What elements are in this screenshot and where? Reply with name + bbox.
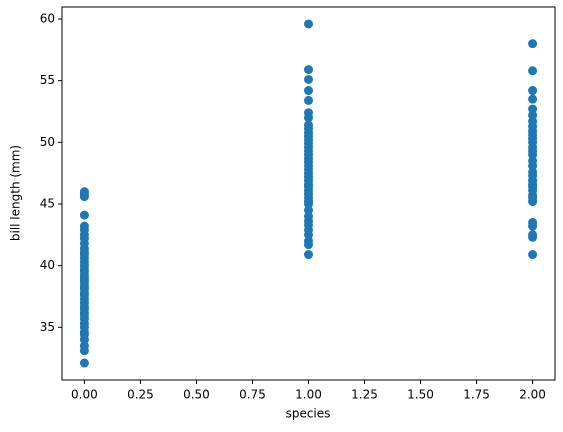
point [528, 230, 538, 240]
point [528, 116, 538, 126]
point [528, 156, 538, 166]
x-tick-label: 0.25 [127, 388, 154, 402]
y-tick-label: 45 [40, 196, 55, 210]
x-tick-label: 1.75 [463, 388, 490, 402]
point [304, 108, 313, 118]
point [304, 19, 313, 29]
point [304, 250, 313, 260]
x-tick-label: 2.00 [519, 388, 546, 402]
point [528, 167, 538, 177]
y-axis-label: bill length (mm) [9, 145, 23, 241]
point [528, 217, 538, 227]
x-tick-label: 1.25 [351, 388, 378, 402]
point [304, 205, 313, 215]
point [79, 187, 89, 197]
point [528, 110, 538, 120]
x-axis-label: species [286, 407, 331, 421]
y-tick-label: 35 [40, 320, 55, 334]
point [528, 104, 538, 114]
x-tick-label: 0.00 [71, 388, 98, 402]
x-tick-label: 0.75 [239, 388, 266, 402]
point [528, 94, 538, 104]
point [304, 95, 313, 105]
point [528, 39, 538, 49]
x-tick-label: 0.50 [183, 388, 210, 402]
point [304, 74, 313, 84]
point [304, 65, 313, 75]
point [79, 210, 89, 220]
x-tick-label: 1.50 [407, 388, 434, 402]
y-tick-label: 60 [40, 12, 55, 26]
y-tick-label: 50 [40, 135, 55, 149]
point [528, 86, 538, 96]
point [304, 211, 313, 221]
x-tick-label: 1.00 [295, 388, 322, 402]
point [79, 341, 89, 351]
y-tick-label: 55 [40, 73, 55, 87]
y-tick-label: 40 [40, 258, 55, 272]
point [304, 236, 313, 246]
point [79, 358, 89, 368]
point [79, 221, 89, 231]
point [304, 120, 313, 130]
point [528, 66, 538, 76]
point [304, 86, 313, 96]
point [528, 250, 538, 260]
